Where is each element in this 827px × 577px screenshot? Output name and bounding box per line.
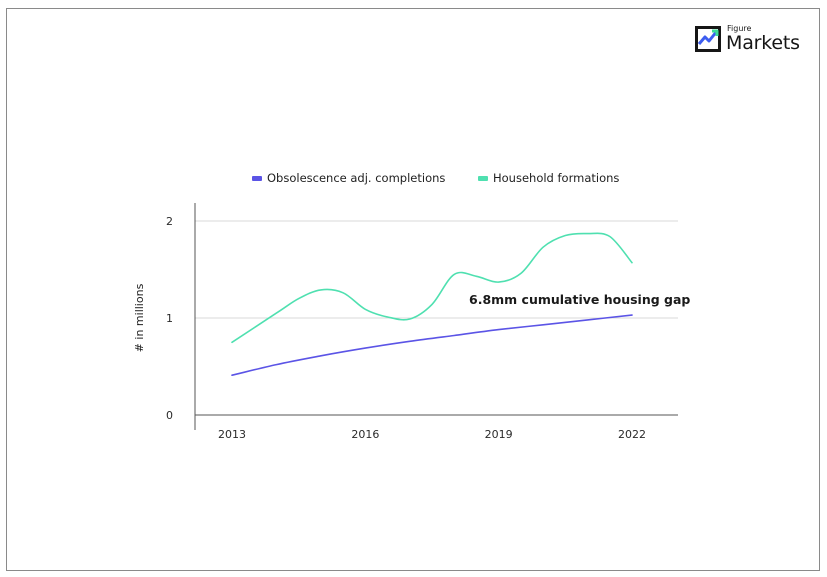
y-tick-label-0: 0: [166, 409, 173, 422]
legend-label-formations: Household formations: [493, 171, 620, 185]
y-tick-label-2: 2: [166, 215, 173, 228]
legend-swatch-formations: [478, 175, 488, 181]
legend-label-completions: Obsolescence adj. completions: [267, 171, 446, 185]
x-tick-label-2022: 2022: [618, 428, 646, 441]
annotation-housing-gap: 6.8mm cumulative housing gap: [469, 292, 690, 307]
y-axis-label: # in millions: [133, 283, 146, 352]
legend-item-completions: Obsolescence adj. completions: [252, 170, 445, 186]
series-line-completions: [231, 314, 633, 376]
figure-markets-logo: Figure Markets: [695, 24, 810, 56]
chart-frame: [6, 8, 820, 571]
logo-small-text: Figure: [727, 24, 752, 33]
chart-legend: Obsolescence adj. completions Household …: [0, 170, 827, 186]
legend-swatch-completions: [252, 175, 262, 181]
series-line-formations: [231, 232, 633, 344]
y-tick-label-1: 1: [166, 312, 173, 325]
chart-logo-icon: [695, 26, 721, 52]
logo-big-text: Markets: [726, 32, 800, 54]
x-tick-label-2013: 2013: [218, 428, 246, 441]
x-tick-label-2019: 2019: [485, 428, 513, 441]
x-tick-label-2016: 2016: [351, 428, 379, 441]
legend-item-formations: Household formations: [478, 170, 619, 186]
